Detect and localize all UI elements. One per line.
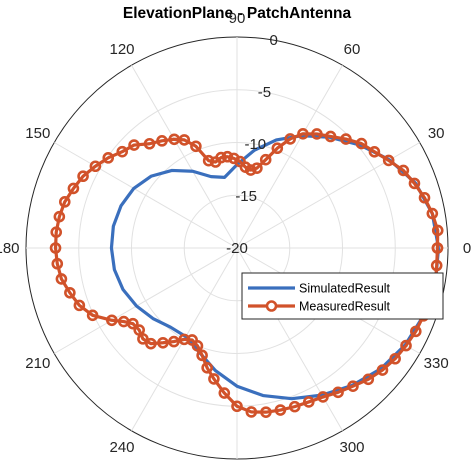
- data-point-marker: [355, 137, 368, 150]
- data-point-marker: [311, 128, 323, 140]
- data-point-marker: [288, 400, 301, 413]
- data-point-marker: [376, 364, 389, 376]
- data-point-marker: [106, 314, 118, 327]
- radial-tick-label: -20: [226, 240, 248, 257]
- data-point-marker: [418, 191, 431, 204]
- legend-label-measured: MeasuredResult: [299, 300, 391, 314]
- data-point-marker: [156, 135, 168, 147]
- data-point-marker: [102, 152, 115, 164]
- data-point-marker: [368, 145, 381, 158]
- angle-tick-label: 270: [224, 470, 249, 473]
- data-point-marker: [201, 361, 213, 374]
- data-point-marker: [196, 349, 208, 362]
- angle-tick-label: 300: [339, 439, 364, 456]
- legend-label-simulated: SimulatedResult: [299, 282, 391, 296]
- data-point-marker: [251, 162, 263, 174]
- data-point-marker: [408, 177, 421, 190]
- data-point-marker: [324, 130, 337, 143]
- grid-spoke: [236, 65, 343, 249]
- angle-tick-label: 240: [109, 439, 134, 456]
- data-point-marker: [209, 156, 222, 168]
- data-point-marker: [297, 127, 309, 140]
- data-point-marker: [73, 299, 86, 312]
- grid-spoke: [54, 142, 238, 249]
- data-point-marker: [302, 396, 315, 408]
- angle-tick-label: 330: [424, 355, 449, 372]
- data-point-marker: [191, 340, 204, 352]
- data-point-marker: [190, 140, 202, 153]
- data-point-marker: [430, 259, 443, 272]
- angle-tick-label: 30: [428, 125, 445, 142]
- data-point-marker: [51, 257, 64, 270]
- data-point-marker: [143, 137, 156, 150]
- data-point-marker: [202, 154, 215, 167]
- data-point-marker: [431, 242, 444, 254]
- angle-tick-label: 210: [25, 355, 50, 372]
- legend-marker-measured: [265, 300, 278, 312]
- grid-spoke: [131, 65, 238, 249]
- data-point-marker: [53, 210, 66, 223]
- data-point-marker: [49, 242, 62, 254]
- chart-title: ElevationPlane - PatchAntenna: [123, 5, 352, 22]
- grid-spoke: [54, 247, 238, 354]
- data-point-marker: [274, 404, 287, 416]
- data-point-marker: [332, 386, 344, 399]
- data-point-marker: [89, 160, 102, 173]
- data-point-marker: [67, 182, 80, 195]
- radial-tick-label: -10: [244, 136, 266, 153]
- data-point-marker: [137, 333, 149, 345]
- legend: SimulatedResult MeasuredResult: [241, 272, 444, 320]
- data-point-marker: [409, 325, 422, 338]
- angle-tick-label: 180: [0, 240, 20, 257]
- data-point-marker: [64, 286, 76, 299]
- data-point-marker: [127, 317, 139, 330]
- data-point-marker: [259, 153, 272, 166]
- data-point-marker: [260, 406, 272, 418]
- data-point-marker: [231, 400, 243, 413]
- data-point-marker: [50, 226, 63, 238]
- angle-tick-labels: 0 30 60 90 120 150 180 210 240 270 300 330: [0, 10, 471, 473]
- data-point-marker: [271, 142, 284, 155]
- data-point-marker: [362, 373, 375, 386]
- data-point-marker: [340, 133, 352, 145]
- data-point-marker: [168, 133, 181, 146]
- data-point-marker: [245, 406, 258, 418]
- data-point-marker: [317, 391, 329, 403]
- data-point-marker: [86, 309, 99, 322]
- legend-box: [241, 272, 444, 320]
- data-point-marker: [128, 139, 140, 151]
- data-point-marker: [431, 224, 444, 237]
- radial-tick-labels: -20 -15 -10 -5 0: [226, 32, 278, 257]
- angle-tick-label: 120: [109, 41, 134, 58]
- radial-tick-label: 0: [269, 32, 277, 49]
- data-point-marker: [168, 335, 180, 348]
- data-point-marker: [347, 380, 359, 393]
- data-point-marker: [228, 152, 240, 165]
- data-point-marker: [116, 145, 129, 158]
- angle-tick-label: 0: [463, 240, 471, 257]
- angle-tick-label: 150: [25, 125, 50, 142]
- data-point-marker: [426, 207, 439, 220]
- angle-tick-label: 60: [344, 41, 361, 58]
- data-point-marker: [397, 164, 410, 177]
- data-point-marker: [208, 373, 220, 385]
- data-point-marker: [157, 336, 169, 349]
- radial-tick-label: -15: [235, 188, 257, 205]
- radial-tick-label: -5: [258, 84, 271, 101]
- data-point-marker: [77, 170, 89, 183]
- data-point-marker: [382, 154, 395, 167]
- data-point-marker: [284, 133, 296, 145]
- data-point-marker: [221, 150, 234, 163]
- angle-tick-label: 90: [229, 10, 246, 27]
- data-point-marker: [55, 273, 68, 285]
- data-point-marker: [400, 339, 412, 352]
- data-point-marker: [58, 196, 71, 208]
- data-point-marker: [389, 352, 401, 365]
- data-point-marker: [218, 387, 231, 399]
- data-point-marker: [145, 337, 157, 350]
- series-line-measuredresult: [53, 132, 440, 414]
